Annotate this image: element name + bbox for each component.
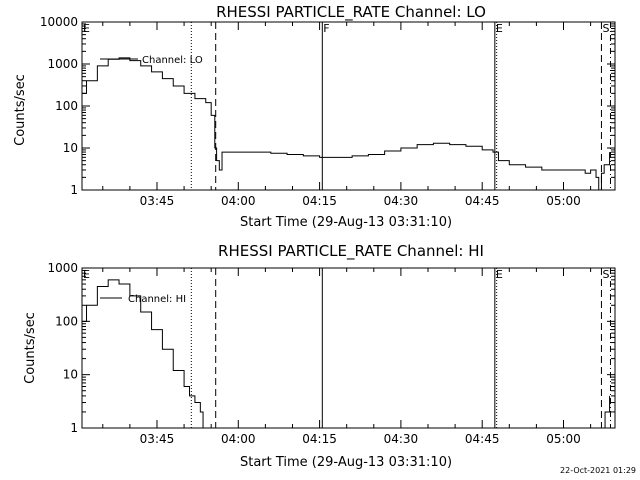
y-tick-label: 1000 [47, 261, 78, 275]
event-marker-label: E [83, 268, 90, 281]
series-line [82, 279, 204, 428]
x-tick-label: 04:45 [465, 194, 500, 208]
x-tick-label: 04:30 [384, 432, 419, 446]
x-tick-label: 04:15 [302, 194, 337, 208]
x-tick-label: 04:30 [384, 194, 419, 208]
event-marker-label: E [496, 22, 503, 35]
x-tick-label: 05:00 [546, 194, 581, 208]
legend-label: Channel: HI [128, 294, 186, 305]
event-marker-label: E [496, 268, 503, 281]
y-tick-label: 10 [63, 141, 78, 155]
y-tick-label: 10000 [40, 15, 78, 29]
y-tick-label: 1 [70, 183, 78, 197]
y-tick-label: 100 [55, 314, 78, 328]
event-marker-label: S [602, 268, 609, 281]
x-tick-label: 04:45 [465, 432, 500, 446]
y-axis-label: Counts/sec [23, 312, 38, 384]
timestamp-label: 22-Oct-2021 01:29 [560, 466, 636, 475]
event-marker-label: S [602, 22, 609, 35]
chart-title: RHESSI PARTICLE_RATE Channel: LO [216, 3, 486, 22]
chart-title: RHESSI PARTICLE_RATE Channel: HI [218, 242, 484, 261]
y-tick-label: 1000 [47, 57, 78, 71]
x-tick-label: 04:00 [221, 432, 256, 446]
x-tick-label: 04:00 [221, 194, 256, 208]
legend-label: Channel: LO [142, 55, 203, 66]
y-tick-label: 10 [63, 368, 78, 382]
x-tick-label: 03:45 [140, 432, 175, 446]
lo-channel-chart: RHESSI PARTICLE_RATE Channel: LO Counts/… [13, 3, 616, 230]
plot-frame [81, 267, 616, 429]
series-line [82, 57, 611, 191]
y-tick-label: 1 [70, 421, 78, 435]
x-tick-label: 04:15 [302, 432, 337, 446]
event-marker-label: F [323, 22, 329, 35]
event-marker-label: E [83, 22, 90, 35]
x-tick-label: 05:00 [546, 432, 581, 446]
hi-channel-chart: RHESSI PARTICLE_RATE Channel: HI Counts/… [23, 242, 616, 470]
x-axis-label: Start Time (29-Aug-13 03:31:10) [240, 455, 452, 470]
y-axis-label: Counts/sec [13, 74, 28, 146]
x-tick-label: 03:45 [140, 194, 175, 208]
x-axis-label: Start Time (29-Aug-13 03:31:10) [240, 215, 452, 230]
plot-frame [81, 21, 616, 191]
y-tick-label: 100 [55, 99, 78, 113]
series-line [601, 395, 611, 429]
